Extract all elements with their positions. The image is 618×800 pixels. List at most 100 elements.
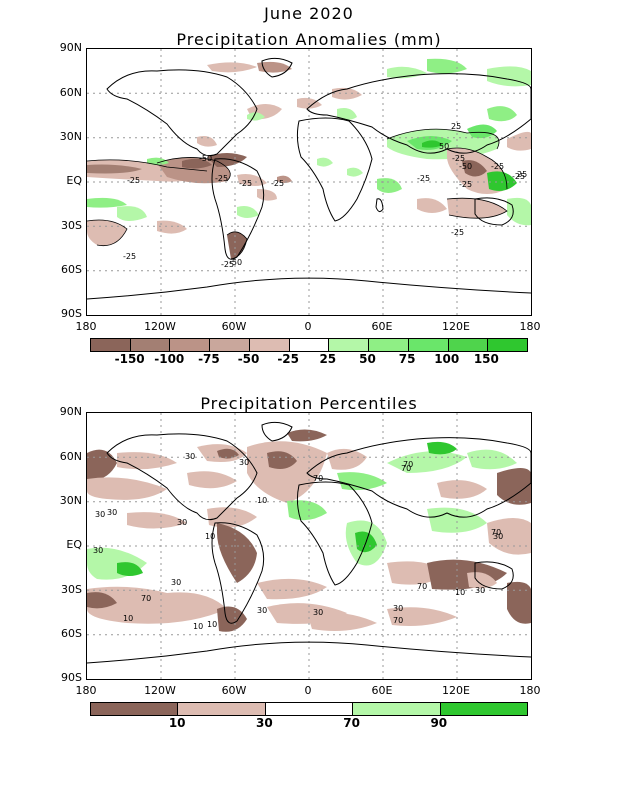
contour-label: 30 xyxy=(93,546,103,555)
graticule xyxy=(87,413,531,679)
p1-lat-label: 30S xyxy=(61,219,82,232)
contour-label: 30 xyxy=(393,604,403,613)
p2-lat-label: 60S xyxy=(61,627,82,640)
p1-lon-label: 60W xyxy=(221,320,247,333)
contour-label: 30 xyxy=(257,606,267,615)
contour-label: -25 xyxy=(127,176,140,185)
p2-lat-label: EQ xyxy=(66,538,82,551)
p2-lat-label: 60N xyxy=(59,450,82,463)
colorbar-swatch xyxy=(289,339,330,351)
contour-label: 70 xyxy=(393,616,403,625)
contour-label: -25 xyxy=(123,252,136,261)
contour-label: -50 xyxy=(459,162,472,171)
colorbar-swatch xyxy=(440,703,528,715)
contour-label: 10 xyxy=(207,620,217,629)
p2-lat-label: 90N xyxy=(59,405,82,418)
colorbar-label: 90 xyxy=(430,716,448,730)
colorbar-swatch xyxy=(265,703,354,715)
p1-lon-label: 120W xyxy=(144,320,176,333)
anomaly-map: -50 -25 -25 -25 -50 -25 -25 -25 25 50 -2… xyxy=(86,48,532,316)
colorbar-swatch xyxy=(170,339,211,351)
colorbar-swatch xyxy=(329,339,370,351)
p1-lon-label: 60E xyxy=(371,320,393,333)
p1-lat-label: 60S xyxy=(61,263,82,276)
p2-lon-label: 60E xyxy=(371,684,393,697)
p2-lat-label: 30S xyxy=(61,583,82,596)
colorbar-label: 150 xyxy=(473,352,499,366)
p2-lat-label: 30N xyxy=(59,494,82,507)
contour-label: 30 xyxy=(239,458,249,467)
colorbar-label: -100 xyxy=(154,352,185,366)
contour-label: 30 xyxy=(493,532,503,541)
contour-label: 70 xyxy=(403,460,413,469)
contour-label: -25 xyxy=(239,179,252,188)
p1-lon-label: 120E xyxy=(442,320,470,333)
contour-label: 30 xyxy=(171,578,181,587)
graticule xyxy=(87,49,531,315)
contour-label: 10 xyxy=(205,532,215,541)
colorbar-label: 100 xyxy=(434,352,460,366)
contour-label: 30 xyxy=(107,508,117,517)
colorbar-label: 50 xyxy=(359,352,376,366)
contour-label: 30 xyxy=(185,452,195,461)
colorbar-label: 10 xyxy=(168,716,186,730)
panel2-title: Precipitation Percentiles xyxy=(200,394,418,413)
contour-labels: 30 70 10 30 10 30 30 70 70 30 30 70 30 7… xyxy=(93,452,503,631)
contour-label: -25 xyxy=(452,154,465,163)
colorbar-label: 30 xyxy=(256,716,273,730)
colorbar-swatch xyxy=(91,703,179,715)
contour-label: 30 xyxy=(313,608,323,617)
contour-label: -25 xyxy=(512,172,525,181)
colorbar-swatch xyxy=(448,339,489,351)
p2-lon-label: 180 xyxy=(519,684,541,697)
contour-label: 10 xyxy=(123,614,133,623)
colorbar-swatch xyxy=(408,339,449,351)
colorbar-label: -150 xyxy=(114,352,145,366)
colorbar-swatch xyxy=(369,339,409,351)
colorbar-label: 75 xyxy=(398,352,416,366)
colorbar-label: 70 xyxy=(343,716,360,730)
contour-label: 30 xyxy=(177,518,187,527)
contour-label: 70 xyxy=(401,464,411,473)
contour-label: -50 xyxy=(199,154,212,163)
contours xyxy=(87,128,508,260)
coastlines xyxy=(87,421,531,664)
p2-lon-label: 0 xyxy=(304,684,312,697)
contour-label: -25 xyxy=(491,162,504,171)
contour-label: -50 xyxy=(229,258,242,267)
contour-label: 70 xyxy=(313,474,323,483)
contour-label: 10 xyxy=(455,588,465,597)
colorbar-swatch xyxy=(130,339,171,351)
contour-labels: -50 -25 -25 -25 -50 -25 -25 -25 25 50 -2… xyxy=(123,122,527,269)
p1-lon-label: 180 xyxy=(75,320,97,333)
contour-label: -25 xyxy=(221,260,234,269)
p2-lat-label: 90S xyxy=(61,671,82,684)
colorbar-swatch xyxy=(91,339,131,351)
p1-lat-label: 30N xyxy=(59,130,82,143)
figure-title: June 2020 xyxy=(264,4,354,23)
contour-label: 25 xyxy=(451,122,461,131)
colorbar-label: 25 xyxy=(319,352,337,366)
p1-lat-label: 90N xyxy=(59,41,82,54)
percentile-colorbar xyxy=(90,702,528,716)
percentile-map: 30 70 10 30 10 30 30 70 70 30 30 70 30 7… xyxy=(86,412,532,680)
contour-label: 70 xyxy=(417,582,427,591)
p2-lon-label: 120W xyxy=(144,684,176,697)
p2-lon-label: 120E xyxy=(442,684,470,697)
contour-label: 10 xyxy=(257,496,267,505)
contour-label: -25 xyxy=(417,174,430,183)
contour-label: 30 xyxy=(475,586,485,595)
p2-lon-label: 180 xyxy=(75,684,97,697)
colorbar-swatch xyxy=(353,703,441,715)
contour-label: 30 xyxy=(95,510,105,519)
percentile-map-graphics: 30 70 10 30 10 30 30 70 70 30 30 70 30 7… xyxy=(87,413,531,679)
contour-label: -25 xyxy=(459,180,472,189)
colorbar-label: -25 xyxy=(277,352,300,366)
p1-lat-label: EQ xyxy=(66,174,82,187)
colorbar-swatch xyxy=(488,339,528,351)
p1-lon-label: 180 xyxy=(519,320,541,333)
colorbar-swatch xyxy=(178,703,266,715)
contour-label: -25 xyxy=(451,228,464,237)
anomaly-colorbar xyxy=(90,338,528,352)
colorbar-swatch xyxy=(249,339,290,351)
